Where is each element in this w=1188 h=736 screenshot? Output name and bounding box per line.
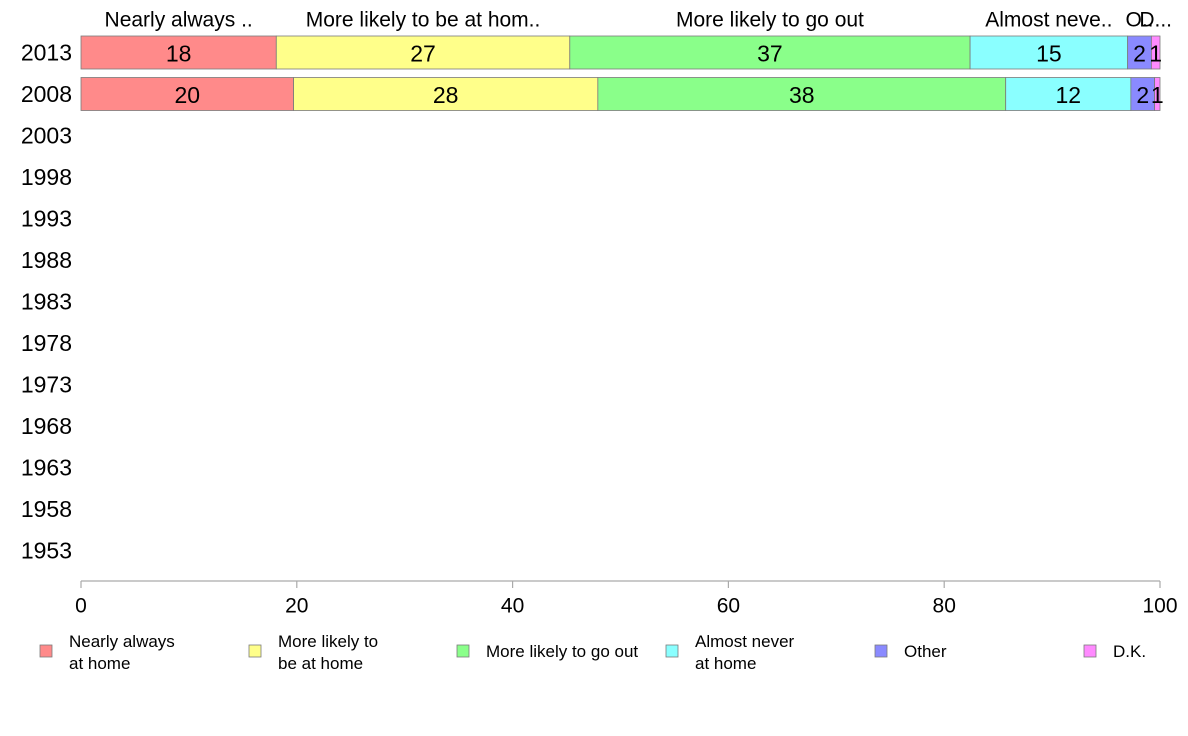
bars: 18 27 37 15 2 1 20 28 38 12 2 1 — [80, 35, 1164, 111]
legend-label-4: Other — [904, 642, 947, 661]
y-tick-label-1973: 1973 — [21, 372, 72, 398]
legend-label-3: Almost never at home — [695, 632, 795, 673]
legend-label-5: D.K. — [1113, 642, 1146, 661]
legend-label-2: More likely to go out — [486, 642, 638, 661]
y-tick-label-1978: 1978 — [21, 330, 72, 356]
segment-header-5: D... — [1139, 9, 1172, 32]
data-label-2013-series-2: 37 — [757, 41, 783, 67]
bar-2008-series-5 — [1154, 77, 1161, 111]
data-label-2013-series-1: 27 — [410, 41, 436, 67]
segment-header-labels: Nearly always .. More likely to be at hom… — [105, 9, 1172, 32]
legend-item-3: Almost never at home — [665, 632, 795, 673]
x-tick-label-60: 60 — [717, 595, 740, 618]
x-tick-label-100: 100 — [1142, 595, 1177, 618]
y-tick-label-1993: 1993 — [21, 206, 72, 232]
y-tick-label-1983: 1983 — [21, 289, 72, 315]
data-label-2013-series-5: 1 — [1149, 41, 1162, 67]
legend-label-0: Nearly always at home — [69, 632, 175, 673]
legend-swatch-5 — [1083, 644, 1097, 658]
data-label-2008-series-0: 20 — [174, 82, 200, 108]
segment-header-2: More likely to go out — [676, 9, 864, 32]
legend-swatch-1 — [248, 644, 262, 658]
x-axis: 0 20 40 60 80 100 — [75, 580, 1178, 618]
legend-swatch-3 — [665, 644, 679, 658]
y-axis: 2013 2008 2003 1998 1993 1988 1983 1978 1973 1968… — [21, 40, 72, 564]
y-tick-label-1988: 1988 — [21, 247, 72, 273]
x-tick-label-20: 20 — [285, 595, 308, 618]
y-tick-label-2013: 2013 — [21, 40, 72, 66]
legend-swatch-4 — [874, 644, 888, 658]
legend-label-1: More likely to be at home — [278, 632, 378, 673]
data-label-2013-series-3: 15 — [1036, 41, 1062, 67]
y-tick-label-1953: 1953 — [21, 538, 72, 564]
y-tick-label-1958: 1958 — [21, 496, 72, 522]
segment-header-0: Nearly always .. — [105, 9, 253, 32]
y-tick-label-1968: 1968 — [21, 413, 72, 439]
bar-2008-series-1 — [293, 77, 599, 111]
data-label-2008-series-3: 12 — [1055, 82, 1081, 108]
legend-item-5: D.K. — [1083, 642, 1146, 661]
bar-2008-series-2 — [597, 77, 1007, 111]
legend-item-4: Other — [874, 642, 947, 661]
data-label-2008-series-1: 28 — [433, 82, 459, 108]
segment-header-4: O.. — [1125, 9, 1153, 32]
y-tick-label-1998: 1998 — [21, 164, 72, 190]
legend-item-1: More likely to be at home — [248, 632, 378, 673]
legend-item-0: Nearly always at home — [39, 632, 175, 673]
data-label-2013-series-4: 2 — [1133, 41, 1146, 67]
y-tick-label-2003: 2003 — [21, 123, 72, 149]
data-label-2008-series-2: 38 — [789, 82, 815, 108]
y-tick-label-2008: 2008 — [21, 81, 72, 107]
x-tick-label-80: 80 — [933, 595, 956, 618]
bar-2013-series-5 — [1150, 35, 1161, 70]
y-tick-label-1963: 1963 — [21, 455, 72, 481]
legend-item-2: More likely to go out — [456, 642, 638, 661]
x-tick-label-40: 40 — [501, 595, 524, 618]
bar-2013-series-1 — [275, 35, 571, 70]
x-tick-label-0: 0 — [75, 595, 87, 618]
segment-header-3: Almost neve.. — [985, 9, 1112, 32]
data-label-2013-series-0: 18 — [166, 41, 192, 67]
legend-swatch-2 — [456, 644, 470, 658]
data-label-2008-series-4: 2 — [1136, 82, 1149, 108]
data-label-2008-series-5: 1 — [1151, 82, 1164, 108]
bar-2008-series-0 — [80, 77, 294, 111]
legend: Nearly always at home More likely to be at … — [39, 632, 1146, 673]
segment-header-1: More likely to be at hom.. — [306, 9, 541, 32]
legend-swatch-0 — [39, 644, 53, 658]
bar-2008-series-3 — [1005, 77, 1132, 111]
